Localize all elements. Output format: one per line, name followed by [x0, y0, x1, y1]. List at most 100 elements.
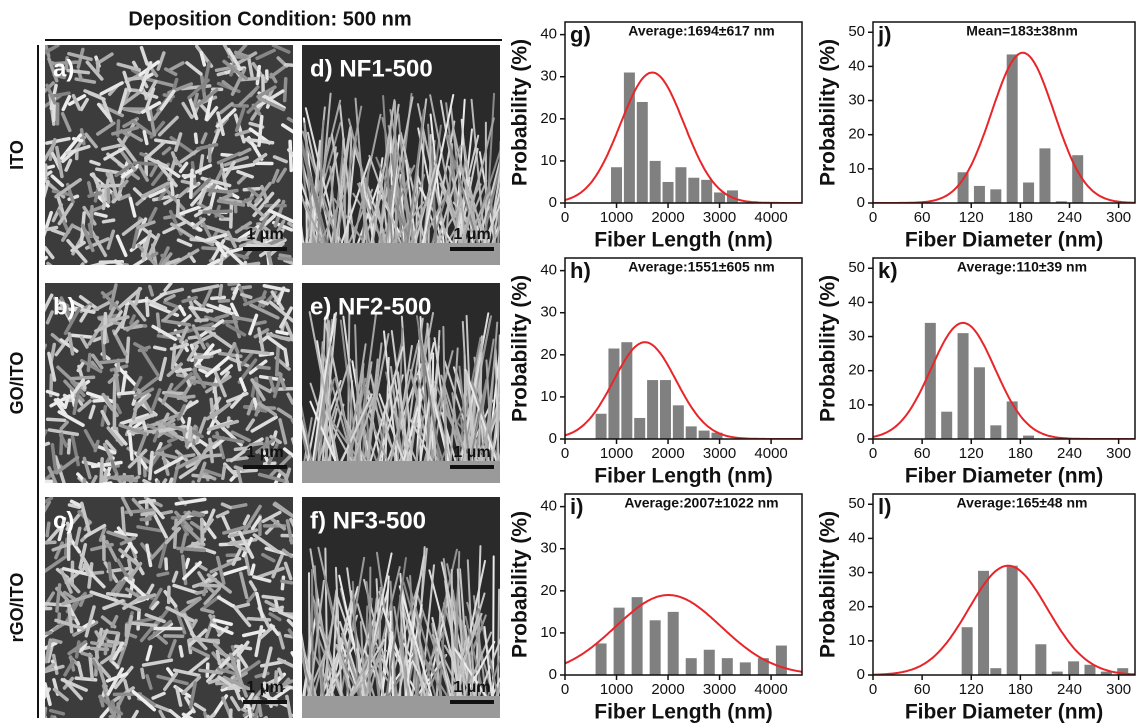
nanofiber	[269, 434, 282, 445]
nanofiber	[89, 299, 113, 314]
y-tick-label: 30	[848, 564, 865, 581]
nanofiber	[128, 561, 143, 581]
nanofiber	[233, 113, 246, 144]
nanofiber	[217, 675, 241, 693]
nanofiber	[421, 94, 455, 244]
nanofiber	[87, 191, 103, 198]
nanofiber	[463, 144, 479, 244]
nanofiber	[164, 393, 178, 399]
nanofiber	[186, 344, 199, 362]
nanofiber	[361, 552, 393, 697]
nanofiber	[50, 228, 67, 237]
nanofiber	[142, 130, 149, 146]
nanofiber	[483, 348, 497, 462]
nanofiber	[76, 472, 89, 483]
y-axis-label: Probability (%)	[509, 511, 532, 658]
nanofiber	[90, 542, 114, 552]
nanofiber	[257, 298, 270, 306]
nanofiber	[185, 416, 192, 439]
scale-bar-label: 1 μm	[453, 444, 490, 461]
nanofiber	[66, 438, 72, 455]
nanofiber	[45, 682, 52, 707]
nanofiber	[200, 607, 215, 614]
nanofiber	[283, 62, 293, 67]
nanofiber	[212, 434, 245, 444]
x-tick-label: 240	[1057, 209, 1082, 226]
nanofiber	[248, 580, 258, 592]
nanofiber	[61, 223, 75, 242]
nanofiber	[76, 361, 85, 373]
nanofiber	[378, 393, 405, 462]
nanofiber	[477, 638, 500, 697]
nanofiber	[229, 540, 251, 554]
nanofiber	[113, 317, 127, 336]
nanofiber	[207, 712, 216, 718]
x-tick-label: 4000	[754, 445, 787, 462]
nanofiber	[82, 563, 91, 576]
y-tick-label: 40	[540, 26, 557, 43]
nanofiber	[132, 161, 157, 166]
nanofiber	[101, 143, 121, 151]
nanofiber	[265, 436, 271, 457]
nanofiber	[241, 196, 254, 204]
nanofiber	[183, 524, 203, 543]
nanofiber	[200, 288, 213, 311]
nanofiber	[201, 518, 214, 534]
nanofiber	[137, 164, 149, 182]
scale-bar-label: 1 μm	[246, 444, 283, 461]
nanofiber	[464, 615, 485, 697]
nanofiber	[390, 153, 404, 244]
nanofiber	[45, 638, 53, 664]
y-tick-label: 30	[848, 328, 865, 345]
nanofiber	[172, 248, 200, 265]
nanofiber	[121, 218, 144, 236]
bar	[1100, 671, 1112, 675]
nanofiber	[189, 168, 194, 199]
nanofiber	[150, 388, 162, 411]
nanofiber	[222, 59, 248, 81]
bar	[1084, 664, 1096, 675]
nanofiber	[188, 305, 214, 313]
nanofiber	[98, 358, 127, 365]
nanofiber	[174, 497, 207, 506]
nanofiber	[118, 179, 129, 191]
nanofiber	[444, 130, 479, 244]
nanofiber	[233, 200, 238, 214]
nanofiber	[145, 674, 153, 690]
nanofiber	[50, 442, 57, 470]
nanofiber	[213, 371, 227, 398]
nanofiber	[136, 525, 163, 533]
nanofiber	[338, 104, 355, 244]
nanofiber	[184, 557, 191, 570]
nanofiber	[219, 364, 234, 376]
nanofiber	[212, 437, 226, 450]
nanofiber	[108, 283, 118, 311]
nanofiber	[229, 696, 241, 712]
nanofiber	[111, 125, 140, 136]
nanofiber	[86, 352, 92, 373]
nanofiber	[98, 103, 125, 118]
bar	[1039, 148, 1051, 203]
x-tick-label: 3000	[703, 681, 736, 698]
nanofiber	[382, 95, 393, 244]
bar	[662, 181, 674, 203]
x-tick-label: 2000	[651, 445, 684, 462]
nanofiber	[93, 211, 108, 218]
bar	[611, 167, 623, 203]
nanofiber	[50, 174, 65, 188]
nanofiber	[252, 533, 280, 554]
nanofiber	[200, 518, 217, 540]
nanofiber	[496, 404, 500, 462]
nanofiber	[242, 260, 248, 265]
nanofiber	[115, 234, 128, 258]
nanofiber	[150, 542, 167, 560]
nanofiber	[421, 355, 431, 462]
panel-label: f) NF3-500	[310, 507, 426, 534]
nanofiber	[226, 249, 246, 265]
nanofiber	[211, 402, 232, 419]
nanofiber	[203, 711, 208, 718]
nanofiber	[313, 345, 333, 462]
nanofiber	[366, 358, 379, 462]
nanofiber	[52, 715, 57, 718]
nanofiber	[269, 623, 280, 636]
